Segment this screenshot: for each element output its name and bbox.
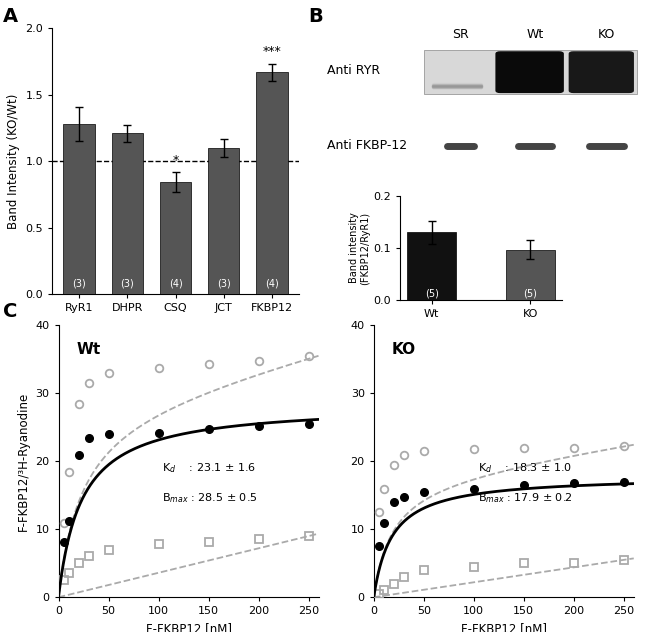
Text: (5): (5) — [425, 289, 439, 299]
Text: B$_{max}$ : 28.5 ± 0.5: B$_{max}$ : 28.5 ± 0.5 — [162, 491, 258, 505]
Text: Anti FKBP-12: Anti FKBP-12 — [326, 140, 407, 152]
FancyBboxPatch shape — [495, 51, 564, 93]
Text: (4): (4) — [265, 279, 279, 289]
Text: A: A — [3, 7, 18, 26]
Text: C: C — [3, 302, 18, 321]
Text: Anti RYR: Anti RYR — [326, 64, 380, 77]
Bar — [256, 72, 288, 294]
FancyBboxPatch shape — [569, 51, 634, 93]
Text: ***: *** — [263, 46, 281, 58]
Text: Wt: Wt — [77, 342, 101, 357]
Text: K$_d$    : 18.3 ± 1.0: K$_d$ : 18.3 ± 1.0 — [478, 461, 572, 475]
Bar — [160, 183, 191, 294]
Bar — [63, 124, 95, 294]
Text: B: B — [309, 7, 324, 26]
Text: (3): (3) — [217, 279, 231, 289]
Bar — [506, 250, 555, 300]
Text: (3): (3) — [72, 279, 86, 289]
Text: K$_d$    : 23.1 ± 1.6: K$_d$ : 23.1 ± 1.6 — [162, 461, 257, 475]
Text: SR: SR — [452, 28, 469, 41]
Text: (5): (5) — [523, 289, 537, 299]
Y-axis label: Band Intensity (KO/Wt): Band Intensity (KO/Wt) — [6, 94, 20, 229]
Text: Wt: Wt — [526, 28, 544, 41]
Text: B$_{max}$ : 17.9 ± 0.2: B$_{max}$ : 17.9 ± 0.2 — [478, 491, 573, 505]
X-axis label: F-FKBP12 [nM]: F-FKBP12 [nM] — [461, 622, 547, 632]
Text: KO: KO — [392, 342, 416, 357]
X-axis label: F-FKBP12 [nM]: F-FKBP12 [nM] — [146, 622, 231, 632]
Bar — [407, 233, 456, 300]
Bar — [112, 133, 143, 294]
Text: (4): (4) — [168, 279, 183, 289]
Text: (3): (3) — [120, 279, 134, 289]
Text: *: * — [172, 154, 179, 167]
Y-axis label: Band intensity
(FKBP12/RyR1): Band intensity (FKBP12/RyR1) — [348, 212, 370, 284]
Text: KO: KO — [598, 28, 616, 41]
Bar — [424, 51, 637, 94]
Bar — [208, 148, 239, 294]
Y-axis label: F-FKBP12/³H-Ryanodine: F-FKBP12/³H-Ryanodine — [17, 392, 30, 531]
